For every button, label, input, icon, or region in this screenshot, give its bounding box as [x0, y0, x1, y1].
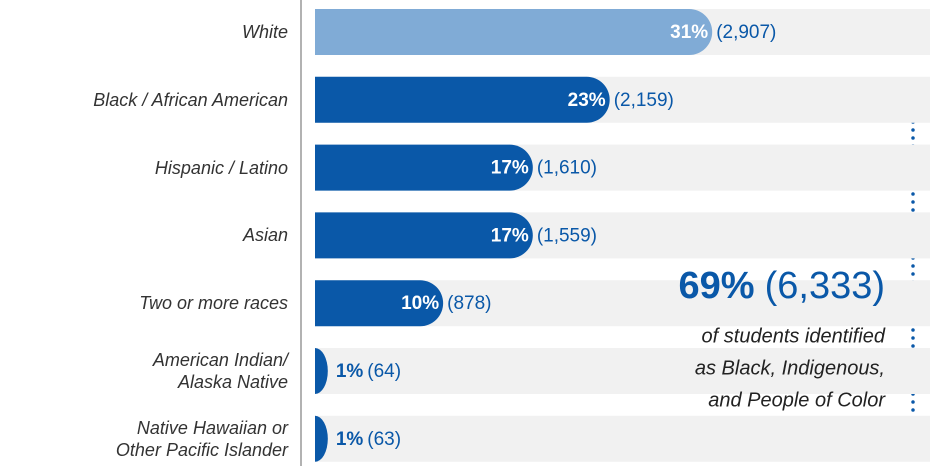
- category-label: White: [241, 22, 288, 42]
- bar: [315, 280, 444, 327]
- bar: [315, 144, 533, 191]
- count-label: (2,907): [716, 22, 776, 43]
- annotation-count: (6,333): [765, 265, 885, 307]
- count-label: (64): [367, 361, 401, 382]
- value-label: 1%: [336, 361, 364, 382]
- annotation-line: and People of Color: [708, 389, 886, 411]
- value-label: 1%: [336, 429, 364, 450]
- category-label: Two or more races: [139, 293, 288, 314]
- category-label: Native Hawaiian or Other Pacific Islande…: [115, 417, 288, 460]
- value-label: 23%: [568, 90, 606, 111]
- value-label: 31%: [670, 22, 708, 43]
- bar: [315, 76, 610, 123]
- category-label: Asian: [242, 225, 288, 246]
- count-label: (1,559): [537, 225, 597, 246]
- category-label: Black / African American: [93, 89, 288, 110]
- count-label: (63): [367, 429, 401, 450]
- value-label: 17%: [491, 225, 529, 246]
- category-label: American Indian/ Alaska Native: [152, 350, 288, 392]
- category-label: Hispanic / Latino: [154, 157, 288, 178]
- annotation-percent: 69%: [679, 265, 755, 307]
- annotation-line: of students identified: [702, 325, 886, 347]
- track: [315, 348, 930, 394]
- bar: [315, 9, 713, 55]
- annotation-line: as Black, Indigenous,: [695, 357, 885, 379]
- bars: 31% (2,907) 23% (2,159) 17% (1,610) 17% (1,559)…: [315, 9, 930, 462]
- value-label: 10%: [401, 293, 439, 314]
- bar: [315, 415, 328, 462]
- bar: [315, 348, 328, 394]
- count-label: (1,610): [537, 158, 597, 179]
- track: [315, 415, 930, 462]
- value-label: 17%: [491, 158, 529, 179]
- count-label: (2,159): [614, 90, 674, 111]
- count-label: (878): [447, 293, 491, 314]
- bar: [315, 212, 533, 259]
- annotation-head: 69% (6,333): [679, 265, 885, 307]
